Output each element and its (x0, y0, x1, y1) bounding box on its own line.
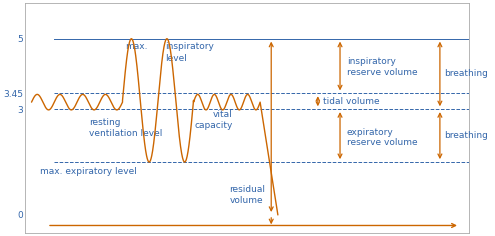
Text: vital: vital (213, 110, 233, 119)
Text: level: level (165, 54, 187, 63)
Text: reserve volume: reserve volume (346, 68, 417, 77)
Text: inspiratory: inspiratory (165, 42, 213, 51)
Text: resting: resting (89, 118, 121, 127)
Text: max.: max. (125, 42, 147, 51)
Text: max. expiratory level: max. expiratory level (41, 167, 137, 176)
Text: ventilation level: ventilation level (89, 129, 162, 138)
Text: residual: residual (229, 185, 265, 194)
Text: breathing: breathing (445, 69, 488, 78)
Text: reserve volume: reserve volume (346, 138, 417, 147)
Text: capacity: capacity (194, 121, 233, 130)
Text: volume: volume (230, 196, 264, 205)
Text: breathing: breathing (445, 131, 488, 140)
Text: tidal volume: tidal volume (323, 97, 380, 106)
Text: expiratory: expiratory (346, 128, 394, 137)
Text: inspiratory: inspiratory (346, 57, 396, 66)
